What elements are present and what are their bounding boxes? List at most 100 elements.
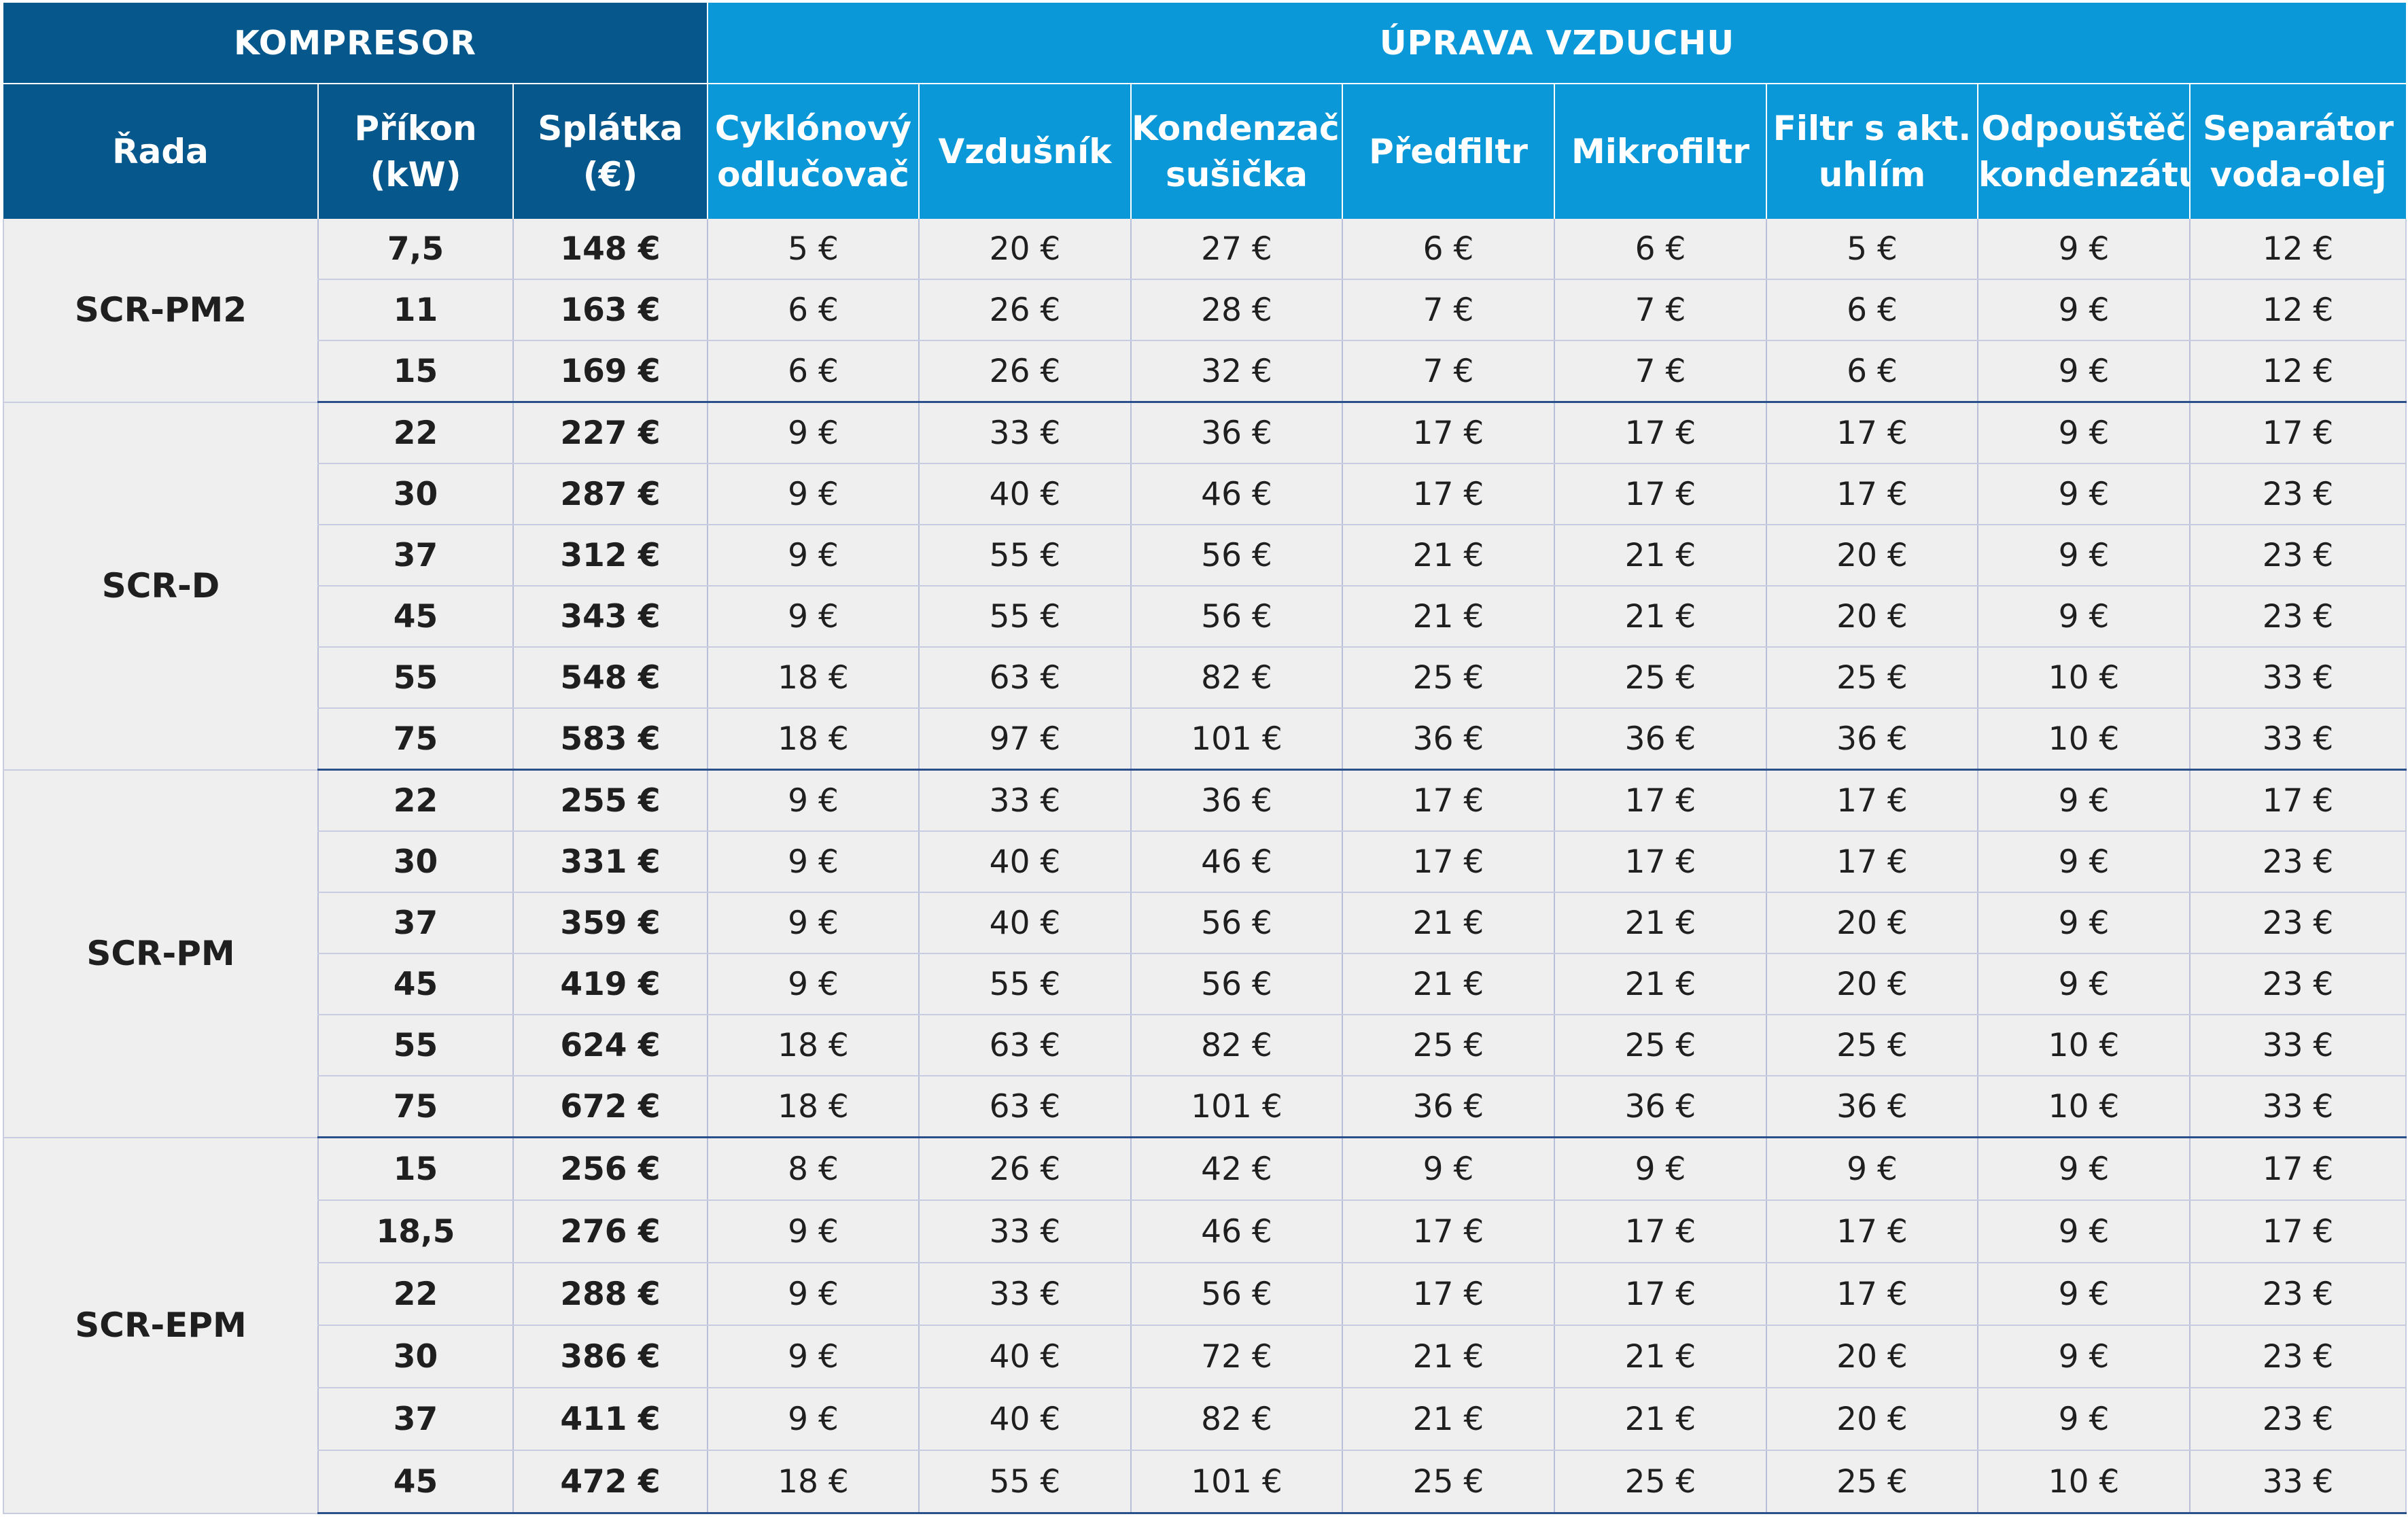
cell-condensation-dryer: 72 € [1130, 1325, 1342, 1388]
cell-power: 7,5 [317, 219, 513, 280]
cell-carbon-filter: 20 € [1766, 1388, 1978, 1451]
cell-microfilter: 21 € [1554, 953, 1766, 1015]
cell-oil-water-separator: 33 € [2188, 708, 2407, 771]
cell-air-receiver: 55 € [918, 1450, 1131, 1514]
cell-condensation-dryer: 101 € [1130, 708, 1342, 771]
cell-prefilter: 21 € [1342, 953, 1554, 1015]
cell-power: 30 [317, 1325, 513, 1388]
cell-carbon-filter: 20 € [1766, 525, 1978, 586]
cell-condensation-dryer: 36 € [1130, 402, 1342, 464]
cell-condensation-dryer: 82 € [1130, 1388, 1342, 1451]
cell-installment: 411 € [512, 1388, 708, 1451]
cell-oil-water-separator: 12 € [2188, 219, 2407, 280]
column-header-line: Cyklónový [714, 109, 912, 148]
cell-power: 18,5 [317, 1200, 513, 1263]
cell-prefilter: 21 € [1342, 1325, 1554, 1388]
cell-condensate-drain: 9 € [1977, 769, 2190, 832]
cell-prefilter: 17 € [1342, 1200, 1554, 1263]
cell-microfilter: 7 € [1554, 279, 1766, 341]
cell-condensation-dryer: 46 € [1130, 463, 1342, 525]
cell-air-receiver: 63 € [918, 647, 1131, 709]
cell-microfilter: 21 € [1554, 586, 1766, 648]
cell-cyclone-separator: 6 € [707, 340, 919, 403]
table-header: KOMPRESOR ÚPRAVA VZDUCHU Řada Příkon (kW) S… [3, 3, 2407, 219]
cell-cyclone-separator: 9 € [707, 831, 919, 893]
pricing-table: KOMPRESOR ÚPRAVA VZDUCHU Řada Příkon (kW) S… [3, 3, 2407, 1514]
column-header-line: Odpouštěč [1981, 109, 2186, 148]
column-header-line: Kondenzační [1132, 109, 1341, 148]
cell-installment: 227 € [512, 402, 708, 464]
cell-carbon-filter: 25 € [1766, 1450, 1978, 1514]
cell-installment: 148 € [512, 219, 708, 280]
table-row: 55 624 €18 €63 €82 €25 €25 €25 €10 €33 € [3, 1015, 2407, 1076]
table-row: 15 169 €6 €26 €32 €7 €7 €6 €9 €12 € [3, 340, 2407, 403]
cell-air-receiver: 33 € [918, 402, 1131, 464]
column-header-condensation-dryer: Kondenzační sušička [1131, 83, 1343, 219]
cell-condensate-drain: 9 € [1977, 279, 2190, 341]
cell-oil-water-separator: 23 € [2188, 831, 2407, 893]
series-cell: SCR-PM [3, 769, 318, 1138]
cell-cyclone-separator: 6 € [707, 279, 919, 341]
pricing-table-wrapper: KOMPRESOR ÚPRAVA VZDUCHU Řada Příkon (kW) S… [3, 3, 2407, 1514]
cell-microfilter: 17 € [1554, 402, 1766, 464]
cell-condensate-drain: 9 € [1977, 892, 2190, 954]
cell-cyclone-separator: 9 € [707, 1388, 919, 1451]
cell-oil-water-separator: 12 € [2188, 340, 2407, 403]
series-cell: SCR-EPM [3, 1137, 318, 1514]
cell-cyclone-separator: 9 € [707, 1263, 919, 1326]
cell-condensate-drain: 9 € [1977, 463, 2190, 525]
cell-power: 37 [317, 892, 513, 954]
column-header-line: Předfiltr [1369, 132, 1528, 171]
column-header-series: Řada [3, 83, 319, 219]
cell-power: 37 [317, 1388, 513, 1451]
cell-carbon-filter: 25 € [1766, 1015, 1978, 1076]
cell-prefilter: 9 € [1342, 1137, 1554, 1201]
cell-cyclone-separator: 9 € [707, 586, 919, 648]
cell-carbon-filter: 20 € [1766, 586, 1978, 648]
cell-condensation-dryer: 42 € [1130, 1137, 1342, 1201]
table-row: 30 331 €9 €40 €46 €17 €17 €17 €9 €23 € [3, 831, 2407, 893]
cell-condensate-drain: 9 € [1977, 586, 2190, 648]
cell-installment: 386 € [512, 1325, 708, 1388]
cell-power: 22 [317, 769, 513, 832]
cell-cyclone-separator: 18 € [707, 1076, 919, 1138]
cell-microfilter: 17 € [1554, 463, 1766, 525]
column-header-line: Filtr s akt. [1773, 109, 1972, 148]
cell-carbon-filter: 20 € [1766, 953, 1978, 1015]
table-row: SCR-PM 22 255 €9 €33 €36 €17 €17 €17 €9 €1… [3, 769, 2407, 1138]
cell-carbon-filter: 36 € [1766, 708, 1978, 771]
cell-air-receiver: 26 € [918, 279, 1131, 341]
cell-installment: 359 € [512, 892, 708, 954]
cell-condensation-dryer: 82 € [1130, 647, 1342, 709]
cell-oil-water-separator: 23 € [2188, 1325, 2407, 1388]
cell-condensation-dryer: 56 € [1130, 892, 1342, 954]
cell-power: 22 [317, 402, 513, 464]
cell-condensate-drain: 9 € [1977, 402, 2190, 464]
cell-condensation-dryer: 28 € [1130, 279, 1342, 341]
cell-power: 15 [317, 340, 513, 403]
cell-condensate-drain: 9 € [1977, 1325, 2190, 1388]
column-header-line: kondenzátu [1978, 155, 2190, 194]
cell-power: 45 [317, 586, 513, 648]
cell-condensate-drain: 9 € [1977, 1388, 2190, 1451]
cell-air-receiver: 40 € [918, 1388, 1131, 1451]
cell-installment: 255 € [512, 769, 708, 832]
cell-microfilter: 17 € [1554, 769, 1766, 832]
cell-carbon-filter: 20 € [1766, 892, 1978, 954]
cell-condensation-dryer: 36 € [1130, 769, 1342, 832]
cell-oil-water-separator: 17 € [2188, 402, 2407, 464]
cell-prefilter: 21 € [1342, 1388, 1554, 1451]
cell-microfilter: 36 € [1554, 1076, 1766, 1138]
table-row: 37 359 €9 €40 €56 €21 €21 €20 €9 €23 € [3, 892, 2407, 954]
cell-installment: 256 € [512, 1137, 708, 1201]
cell-carbon-filter: 6 € [1766, 279, 1978, 341]
table-row: 37 312 €9 €55 €56 €21 €21 €20 €9 €23 € [3, 525, 2407, 586]
cell-prefilter: 17 € [1342, 1263, 1554, 1326]
cell-condensate-drain: 9 € [1977, 219, 2190, 280]
cell-air-receiver: 55 € [918, 586, 1131, 648]
cell-installment: 288 € [512, 1263, 708, 1326]
cell-air-receiver: 55 € [918, 525, 1131, 586]
cell-power: 30 [317, 831, 513, 893]
cell-installment: 472 € [512, 1450, 708, 1514]
cell-carbon-filter: 36 € [1766, 1076, 1978, 1138]
